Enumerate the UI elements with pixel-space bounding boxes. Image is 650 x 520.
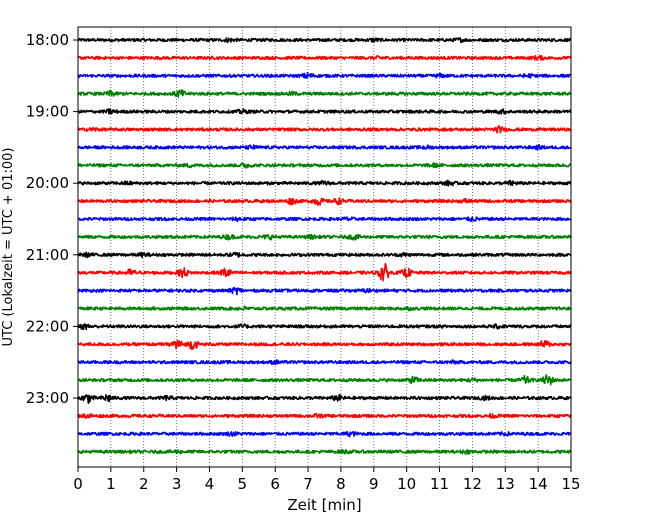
x-tick-label: 8 bbox=[336, 475, 346, 493]
trace-2000 bbox=[77, 179, 572, 187]
trace-2015 bbox=[77, 197, 572, 207]
trace-2130 bbox=[77, 286, 572, 296]
trace-1915 bbox=[77, 125, 572, 134]
x-axis: 0 1 2 3 4 5 6 7 8 9 10 11 12 13 14 15 bbox=[73, 467, 581, 493]
x-tick-label: 5 bbox=[238, 475, 248, 493]
trace-1900 bbox=[77, 108, 572, 115]
grid-lines bbox=[110, 27, 539, 467]
y-axis-label: UTC (Lokalzeit = UTC + 01:00) bbox=[1, 148, 16, 347]
trace-2215 bbox=[77, 339, 572, 351]
trace-2115 bbox=[77, 263, 572, 282]
trace-2345 bbox=[77, 448, 572, 455]
x-tick-label: 14 bbox=[529, 475, 548, 493]
x-tick-label: 11 bbox=[430, 475, 449, 493]
y-tick-label: 22:00 bbox=[26, 317, 69, 335]
x-tick-label: 9 bbox=[369, 475, 379, 493]
x-tick-label: 6 bbox=[270, 475, 280, 493]
trace-2200 bbox=[77, 323, 572, 331]
trace-2100 bbox=[77, 251, 572, 259]
y-axis: 18:00 19:00 20:00 21:00 22:00 23:00 bbox=[26, 31, 78, 407]
trace-1930 bbox=[77, 144, 572, 151]
x-tick-label: 4 bbox=[205, 475, 215, 493]
y-tick-label: 19:00 bbox=[26, 103, 69, 121]
y-tick-label: 21:00 bbox=[26, 246, 69, 264]
plot-frame bbox=[77, 26, 572, 468]
x-tick-label: 10 bbox=[397, 475, 416, 493]
x-tick-label: 13 bbox=[496, 475, 515, 493]
x-tick-label: 3 bbox=[172, 475, 182, 493]
y-tick-label: 23:00 bbox=[26, 389, 69, 407]
trace-1830 bbox=[77, 71, 572, 79]
trace-2245 bbox=[77, 374, 572, 386]
trace-2230 bbox=[77, 359, 572, 366]
trace-1800 bbox=[77, 37, 572, 44]
trace-2330 bbox=[77, 430, 572, 438]
trace-2145 bbox=[77, 305, 572, 312]
trace-1815 bbox=[77, 54, 572, 61]
x-tick-label: 2 bbox=[139, 475, 149, 493]
trace-1845 bbox=[77, 89, 572, 98]
trace-2030 bbox=[77, 216, 572, 223]
y-tick-label: 20:00 bbox=[26, 174, 69, 192]
trace-2300 bbox=[77, 393, 572, 405]
x-tick-label: 15 bbox=[561, 475, 580, 493]
trace-2315 bbox=[77, 412, 572, 419]
x-tick-label: 7 bbox=[303, 475, 313, 493]
y-tick-label: 18:00 bbox=[26, 31, 69, 49]
traces bbox=[77, 37, 572, 455]
x-axis-label: Zeit [min] bbox=[287, 496, 361, 514]
x-tick-label: 1 bbox=[106, 475, 116, 493]
x-tick-label: 12 bbox=[463, 475, 482, 493]
x-tick-label: 0 bbox=[73, 475, 83, 493]
trace-1945 bbox=[77, 162, 572, 169]
trace-2045 bbox=[77, 233, 572, 241]
